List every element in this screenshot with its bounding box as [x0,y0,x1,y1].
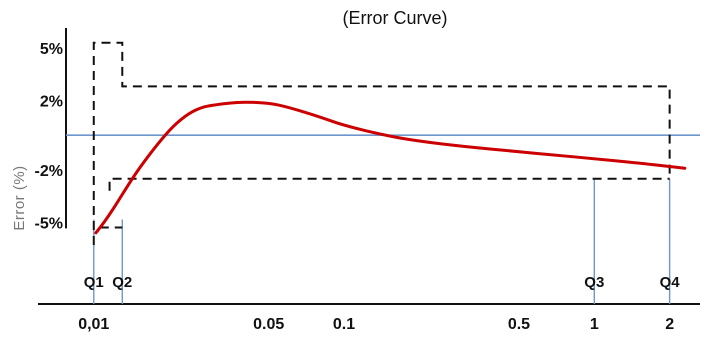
chart-title: (Error Curve) [342,8,447,28]
marker-label: Q3 [584,274,604,291]
upper-error-limit [92,41,671,245]
y-tick-label: 5% [40,41,63,58]
x-tick-label: 0,01 [78,316,109,333]
marker-label: Q2 [112,274,132,291]
y-tick-label: -5% [35,215,63,232]
y-tick-label: 2% [40,93,63,110]
x-tick-label: 2 [665,316,674,333]
y-axis-label: Error (%) [11,165,28,230]
marker-label: Q1 [84,274,104,291]
marker-label: Q4 [660,274,681,291]
x-tick-label: 0.1 [333,316,355,333]
error-curve-line [94,100,687,235]
x-tick-label: 1 [590,316,599,333]
lower-error-limit [99,177,670,229]
x-tick-label: 0.5 [508,316,530,333]
y-tick-label: -2% [35,163,63,180]
x-tick-label: 0.05 [253,316,284,333]
